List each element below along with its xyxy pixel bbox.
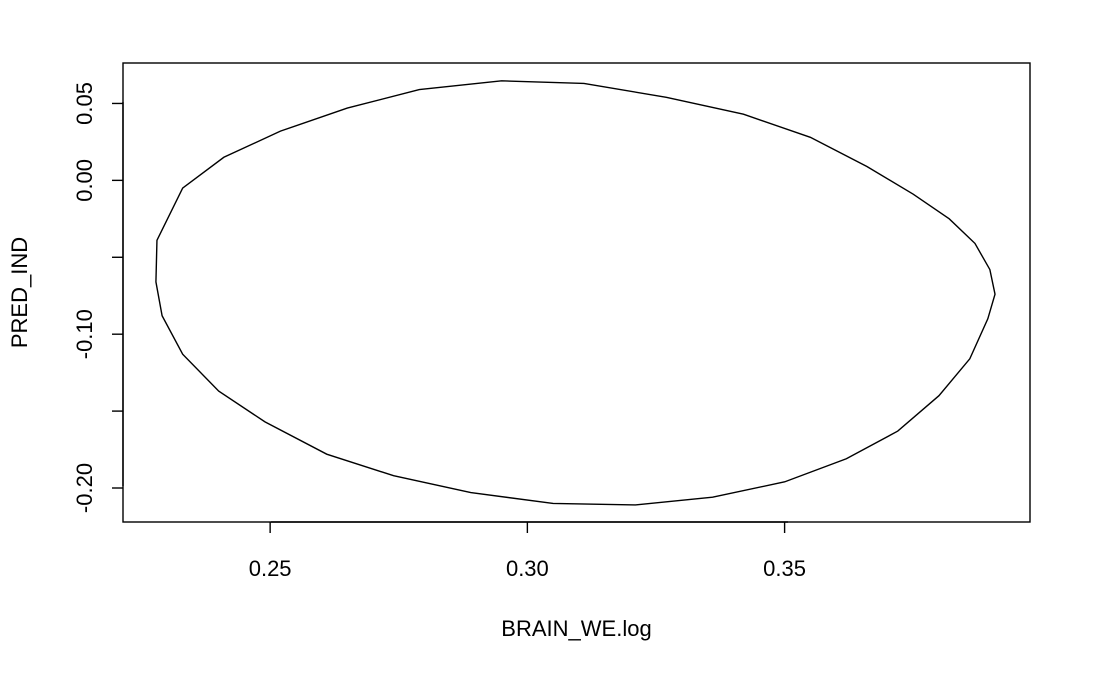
series-layer <box>155 80 996 506</box>
x-tick-label: 0.25 <box>249 556 292 581</box>
plot-frame <box>122 62 1031 523</box>
y-ticks: -0.20 -0.10 0.00 0.05 <box>72 82 123 513</box>
y-tick-label: -0.10 <box>72 309 97 359</box>
y-axis-title: PRED_IND <box>7 237 32 348</box>
x-tick-label: 0.30 <box>506 556 549 581</box>
x-axis: 0.25 0.30 0.35 BRAIN_WE.log <box>249 521 806 641</box>
y-tick-label: 0.00 <box>72 159 97 202</box>
y-tick-label: -0.20 <box>72 463 97 513</box>
x-axis-title: BRAIN_WE.log <box>501 616 651 641</box>
x-tick-label: 0.35 <box>763 556 806 581</box>
ellipse-series <box>155 80 996 506</box>
y-axis: -0.20 -0.10 0.00 0.05 PRED_IND <box>7 82 124 513</box>
y-tick-label: 0.05 <box>72 82 97 125</box>
x-ticks: 0.25 0.30 0.35 <box>249 522 806 581</box>
